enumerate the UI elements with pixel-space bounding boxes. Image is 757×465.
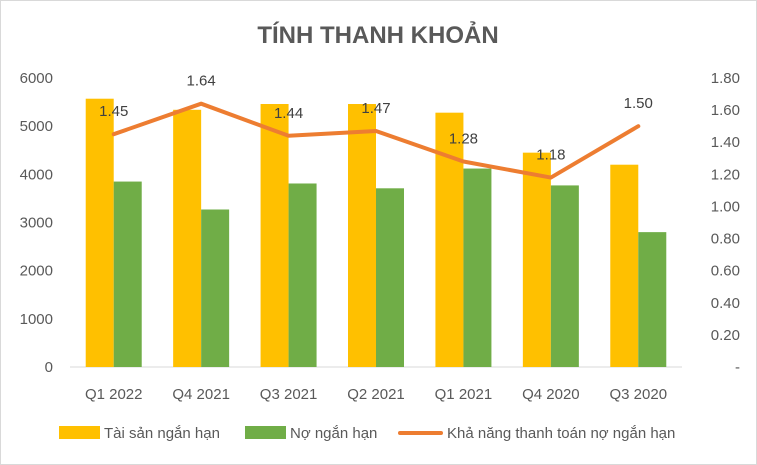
bar-tai-san-ngan-han xyxy=(522,152,551,367)
category-labels: Q1 2022 Q4 2021 Q3 2021 Q2 2021 Q1 2021 Q4 20… xyxy=(85,386,667,403)
bar-tai-san-ngan-han xyxy=(610,164,639,367)
category-label: Q1 2022 xyxy=(85,386,143,403)
category-label: Q4 2021 xyxy=(172,386,230,403)
left-tick-label: 0 xyxy=(45,359,53,376)
category-label: Q4 2020 xyxy=(522,386,580,403)
right-tick-label: 1.60 xyxy=(711,102,740,119)
bar-tai-san-ngan-han xyxy=(260,104,289,367)
left-tick-label: 1000 xyxy=(20,311,53,328)
legend: Tài sản ngắn hạn Nợ ngắn hạn Khả năng th… xyxy=(59,425,675,442)
legend-swatch-no-ngan-han xyxy=(245,426,286,439)
left-tick-label: 5000 xyxy=(20,118,53,135)
left-tick-label: 4000 xyxy=(20,166,53,183)
bar-no-ngan-han xyxy=(113,181,142,367)
left-tick-label: 3000 xyxy=(20,215,53,232)
category-label: Q2 2021 xyxy=(347,386,405,403)
bar-no-ngan-han xyxy=(376,188,404,367)
chart-title: TÍNH THANH KHOẢN xyxy=(257,20,498,49)
bar-no-ngan-han xyxy=(201,209,230,367)
legend-label-tai-san: Tài sản ngắn hạn xyxy=(104,425,220,442)
data-label-kha-nang: 1.64 xyxy=(187,73,216,90)
legend-label-kha-nang: Khả năng thanh toán nợ ngắn hạn xyxy=(447,425,675,442)
data-label-kha-nang: 1.47 xyxy=(361,100,390,117)
category-label: Q1 2021 xyxy=(435,386,493,403)
left-tick-label: 2000 xyxy=(20,263,53,280)
category-label: Q3 2021 xyxy=(260,386,318,403)
right-tick-label: 1.40 xyxy=(711,134,740,151)
line-series-group: 1.45 1.64 1.44 1.47 1.28 1.18 1.50 xyxy=(99,73,653,180)
bar-tai-san-ngan-han xyxy=(435,112,464,368)
bar-tai-san-ngan-han xyxy=(85,98,114,367)
left-axis-ticks: 0 1000 2000 3000 4000 5000 6000 xyxy=(20,70,53,376)
data-label-kha-nang: 1.28 xyxy=(449,130,478,147)
right-tick-label: 0.80 xyxy=(711,231,740,248)
left-tick-label: 6000 xyxy=(20,70,53,87)
bar-tai-san-ngan-han xyxy=(173,109,202,367)
bars-group xyxy=(85,98,667,368)
bar-no-ngan-han xyxy=(463,168,492,367)
data-label-kha-nang: 1.44 xyxy=(274,105,303,122)
bar-tai-san-ngan-han xyxy=(348,104,376,367)
data-label-kha-nang: 1.50 xyxy=(624,95,653,112)
right-tick-label: 1.20 xyxy=(711,166,740,183)
right-tick-label: - xyxy=(735,359,740,376)
legend-label-no-ngan-han: Nợ ngắn hạn xyxy=(290,425,377,442)
bar-no-ngan-han xyxy=(638,232,667,367)
right-tick-label: 0.60 xyxy=(711,263,740,280)
data-label-kha-nang: 1.45 xyxy=(99,103,128,120)
right-tick-label: 0.40 xyxy=(711,295,740,312)
right-tick-label: 0.20 xyxy=(711,327,740,344)
legend-swatch-tai-san xyxy=(59,426,100,439)
category-label: Q3 2020 xyxy=(610,386,668,403)
line-kha-nang-thanh-toan xyxy=(111,101,641,180)
right-tick-label: 1.00 xyxy=(711,198,740,215)
bar-no-ngan-han xyxy=(288,183,317,367)
right-tick-label: 1.80 xyxy=(711,70,740,87)
bar-no-ngan-han xyxy=(550,185,579,367)
right-axis-ticks: - 0.20 0.40 0.60 0.80 1.00 1.20 1.40 1.60 1.80 xyxy=(711,70,740,376)
data-label-kha-nang: 1.18 xyxy=(536,147,565,164)
